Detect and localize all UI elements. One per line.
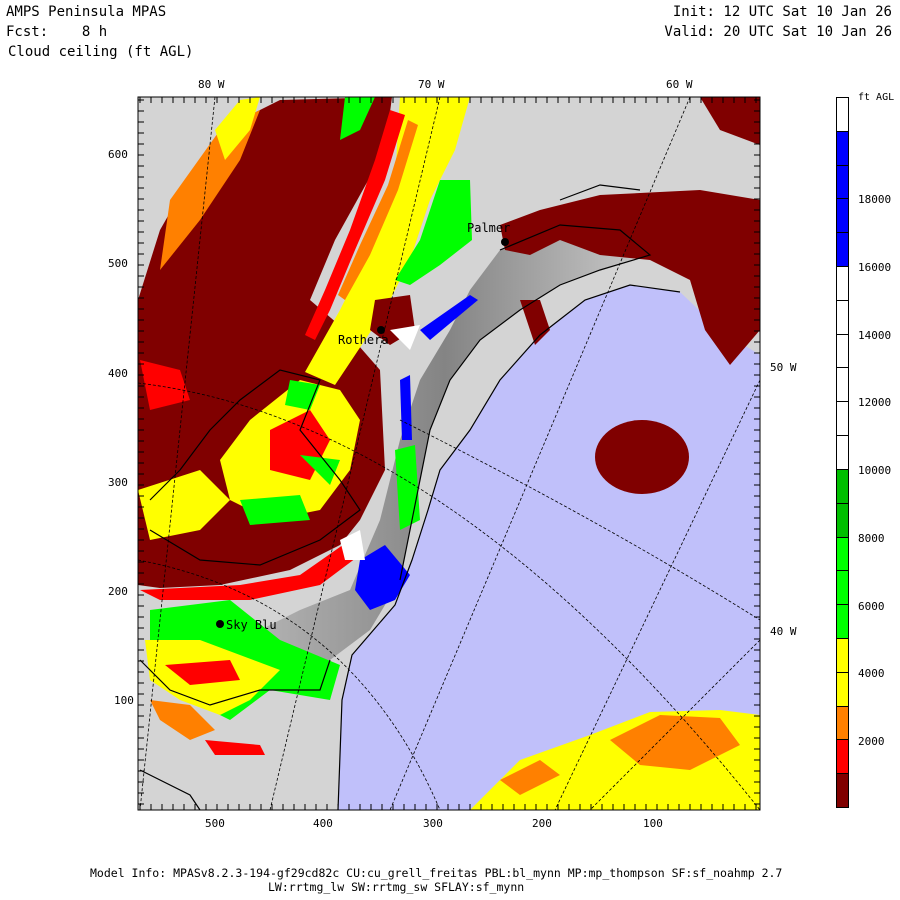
colorbar-segment <box>836 604 849 639</box>
cloud-darkred-blob <box>595 420 689 494</box>
colorbar-segment <box>836 266 849 301</box>
colorbar-label-10000: 10000 <box>858 464 892 477</box>
colorbar-label-12000: 12000 <box>858 396 892 409</box>
model-info-line2: LW:rrtmg_lw SW:rrtmg_sw SFLAY:sf_mynn <box>268 880 525 894</box>
lon-label-60w: 60 W <box>666 78 693 91</box>
cloud-orange-south <box>150 700 215 740</box>
colorbar-segment <box>836 333 849 369</box>
colorbar-segment <box>836 773 849 808</box>
valid-time: Valid: 20 UTC Sat 10 Jan 26 <box>664 24 892 40</box>
station-rothera-marker <box>377 326 385 334</box>
colorbar-label-6000: 6000 <box>858 600 885 613</box>
cloud-red-band <box>305 110 405 340</box>
cloud-blue-coast <box>355 295 478 610</box>
cloud-green-top <box>340 97 375 140</box>
colorbar-segment <box>836 536 849 572</box>
colorbar-segment <box>836 435 849 470</box>
model-title: AMPS Peninsula MPAS <box>6 4 167 20</box>
forecast-hour: Fcst: 8 h <box>6 24 108 40</box>
map-ticks <box>138 97 760 810</box>
y-tick-100: 100 <box>114 694 134 707</box>
colorbar-segment <box>836 130 849 166</box>
colorbar-label-4000: 4000 <box>858 667 885 680</box>
station-palmer-marker <box>501 238 509 246</box>
cloud-yellow-band <box>305 97 470 385</box>
y-tick-300: 300 <box>108 476 128 489</box>
station-rothera-label: Rothera <box>338 333 389 347</box>
lon-label-70w: 70 W <box>418 78 445 91</box>
cloud-red-west <box>140 360 360 600</box>
lon-label-40w: 40 W <box>770 625 797 638</box>
station-skyblu-label: Sky Blu <box>226 618 277 632</box>
y-tick-400: 400 <box>108 367 128 380</box>
mountains <box>240 225 650 670</box>
cloud-orange-streak <box>160 110 260 270</box>
colorbar-label-14000: 14000 <box>858 329 892 342</box>
colorbar-segment <box>836 367 849 403</box>
colorbar-segment <box>836 637 849 673</box>
coastlines <box>139 184 681 810</box>
station-palmer-label: Palmer <box>467 221 510 235</box>
lon-label-50w: 50 W <box>770 361 797 374</box>
colorbar-segment <box>836 739 849 775</box>
x-tick-200: 200 <box>532 817 552 830</box>
cloud-red-south <box>165 660 265 755</box>
cloud-darkred-corner <box>700 97 760 145</box>
cloud-green-band <box>395 180 472 285</box>
lon-label-80w: 80 W <box>198 78 225 91</box>
x-tick-500: 500 <box>205 817 225 830</box>
station-skyblu-marker <box>216 620 224 628</box>
cloud-yellow-west <box>138 470 230 540</box>
map-frame <box>137 96 761 811</box>
colorbar-label-8000: 8000 <box>858 532 885 545</box>
init-time: Init: 12 UTC Sat 10 Jan 26 <box>672 4 892 20</box>
colorbar-label-16000: 16000 <box>858 261 892 274</box>
cloud-green-center <box>240 380 340 525</box>
colorbar-segment <box>836 299 849 335</box>
colorbar-units: ft AGL <box>858 92 895 103</box>
cloud-orange-southeast <box>500 715 740 795</box>
cloud-yellow-streak <box>215 97 260 160</box>
colorbar-segment <box>836 468 849 504</box>
colorbar-segment <box>836 232 849 268</box>
y-tick-500: 500 <box>108 257 128 270</box>
colorbar-label-2000: 2000 <box>858 735 885 748</box>
ocean <box>338 285 760 810</box>
x-tick-400: 400 <box>313 817 333 830</box>
colorbar-segment <box>836 164 849 200</box>
graticule <box>138 97 760 810</box>
model-info-line1: Model Info: MPASv8.2.3-194-gf29cd82c CU:… <box>90 866 783 880</box>
cloud-white-coast <box>340 325 420 560</box>
colorbar-segment <box>836 671 849 707</box>
colorbar-label-18000: 18000 <box>858 193 892 206</box>
colorbar-segment <box>836 502 849 538</box>
cloud-orange-band <box>338 120 418 300</box>
x-tick-100: 100 <box>643 817 663 830</box>
x-tick-300: 300 <box>423 817 443 830</box>
cloud-darkred-palmer <box>500 190 760 365</box>
colorbar-segment <box>836 705 849 741</box>
field-title: Cloud ceiling (ft AGL) <box>8 44 194 60</box>
y-tick-200: 200 <box>108 585 128 598</box>
colorbar-segment <box>836 570 849 606</box>
y-tick-600: 600 <box>108 148 128 161</box>
colorbar-segment <box>836 198 849 234</box>
colorbar-segment <box>836 97 849 132</box>
colorbar-segment <box>836 401 849 437</box>
